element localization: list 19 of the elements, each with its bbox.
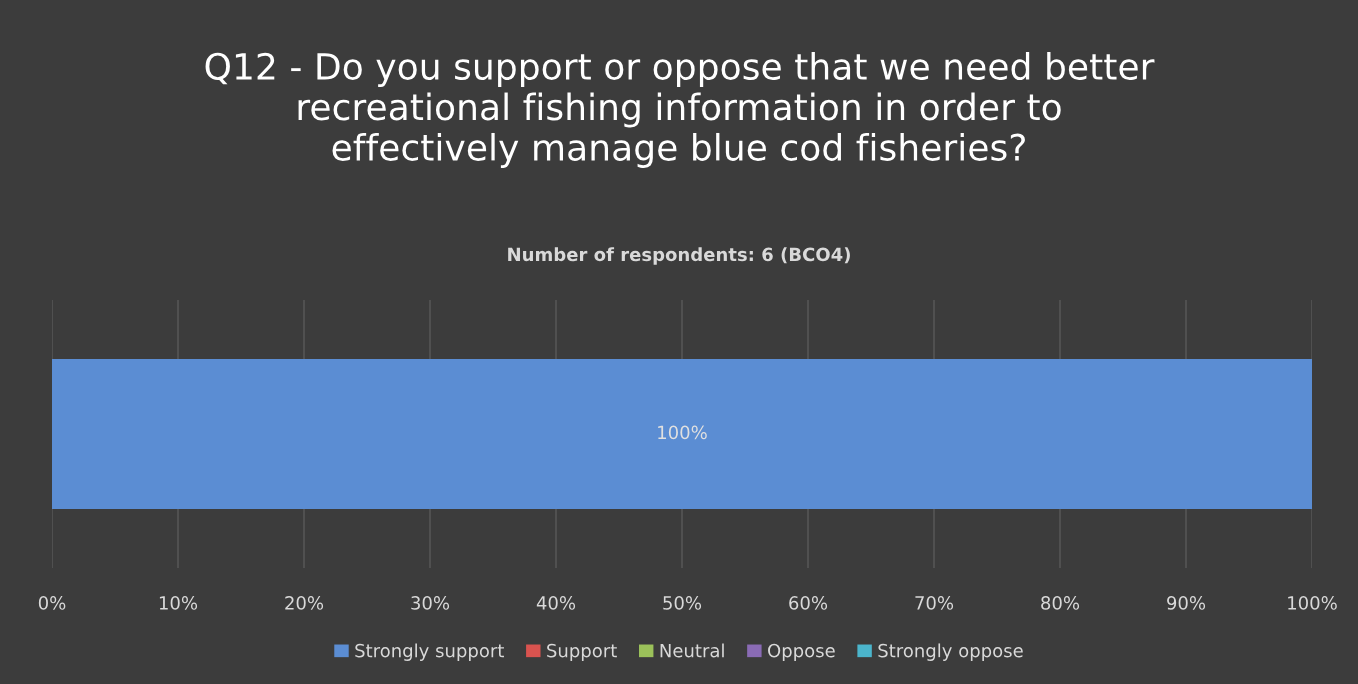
- legend-label: Support: [547, 643, 617, 661]
- x-tick-label: 10%: [159, 596, 198, 610]
- x-tick-label: 100%: [1288, 596, 1337, 610]
- legend-label: Strongly support: [355, 643, 504, 661]
- x-tick-label: 80%: [1041, 596, 1080, 610]
- x-tick-label: 50%: [663, 596, 702, 610]
- x-tick-label: 40%: [536, 596, 576, 610]
- legend-label: Oppose: [768, 643, 835, 661]
- chart-title: Q12 - Do you support or oppose that we need better recreational fishing information in order to effectively manage blue cod fisheries?: [205, 52, 1155, 168]
- data-label: 100%: [658, 425, 707, 440]
- chart-subtitle: Number of respondents: 6 (BCO4): [508, 247, 850, 265]
- x-tick-label: 0%: [38, 596, 66, 610]
- legend-label: Strongly oppose: [878, 643, 1023, 661]
- x-tick-label: 90%: [1167, 596, 1206, 610]
- legend-label: Neutral: [660, 643, 724, 658]
- x-tick-label: 60%: [789, 596, 828, 610]
- x-tick-label: 30%: [411, 596, 450, 610]
- x-tick-label: 20%: [285, 596, 324, 610]
- x-tick-label: 70%: [915, 596, 954, 610]
